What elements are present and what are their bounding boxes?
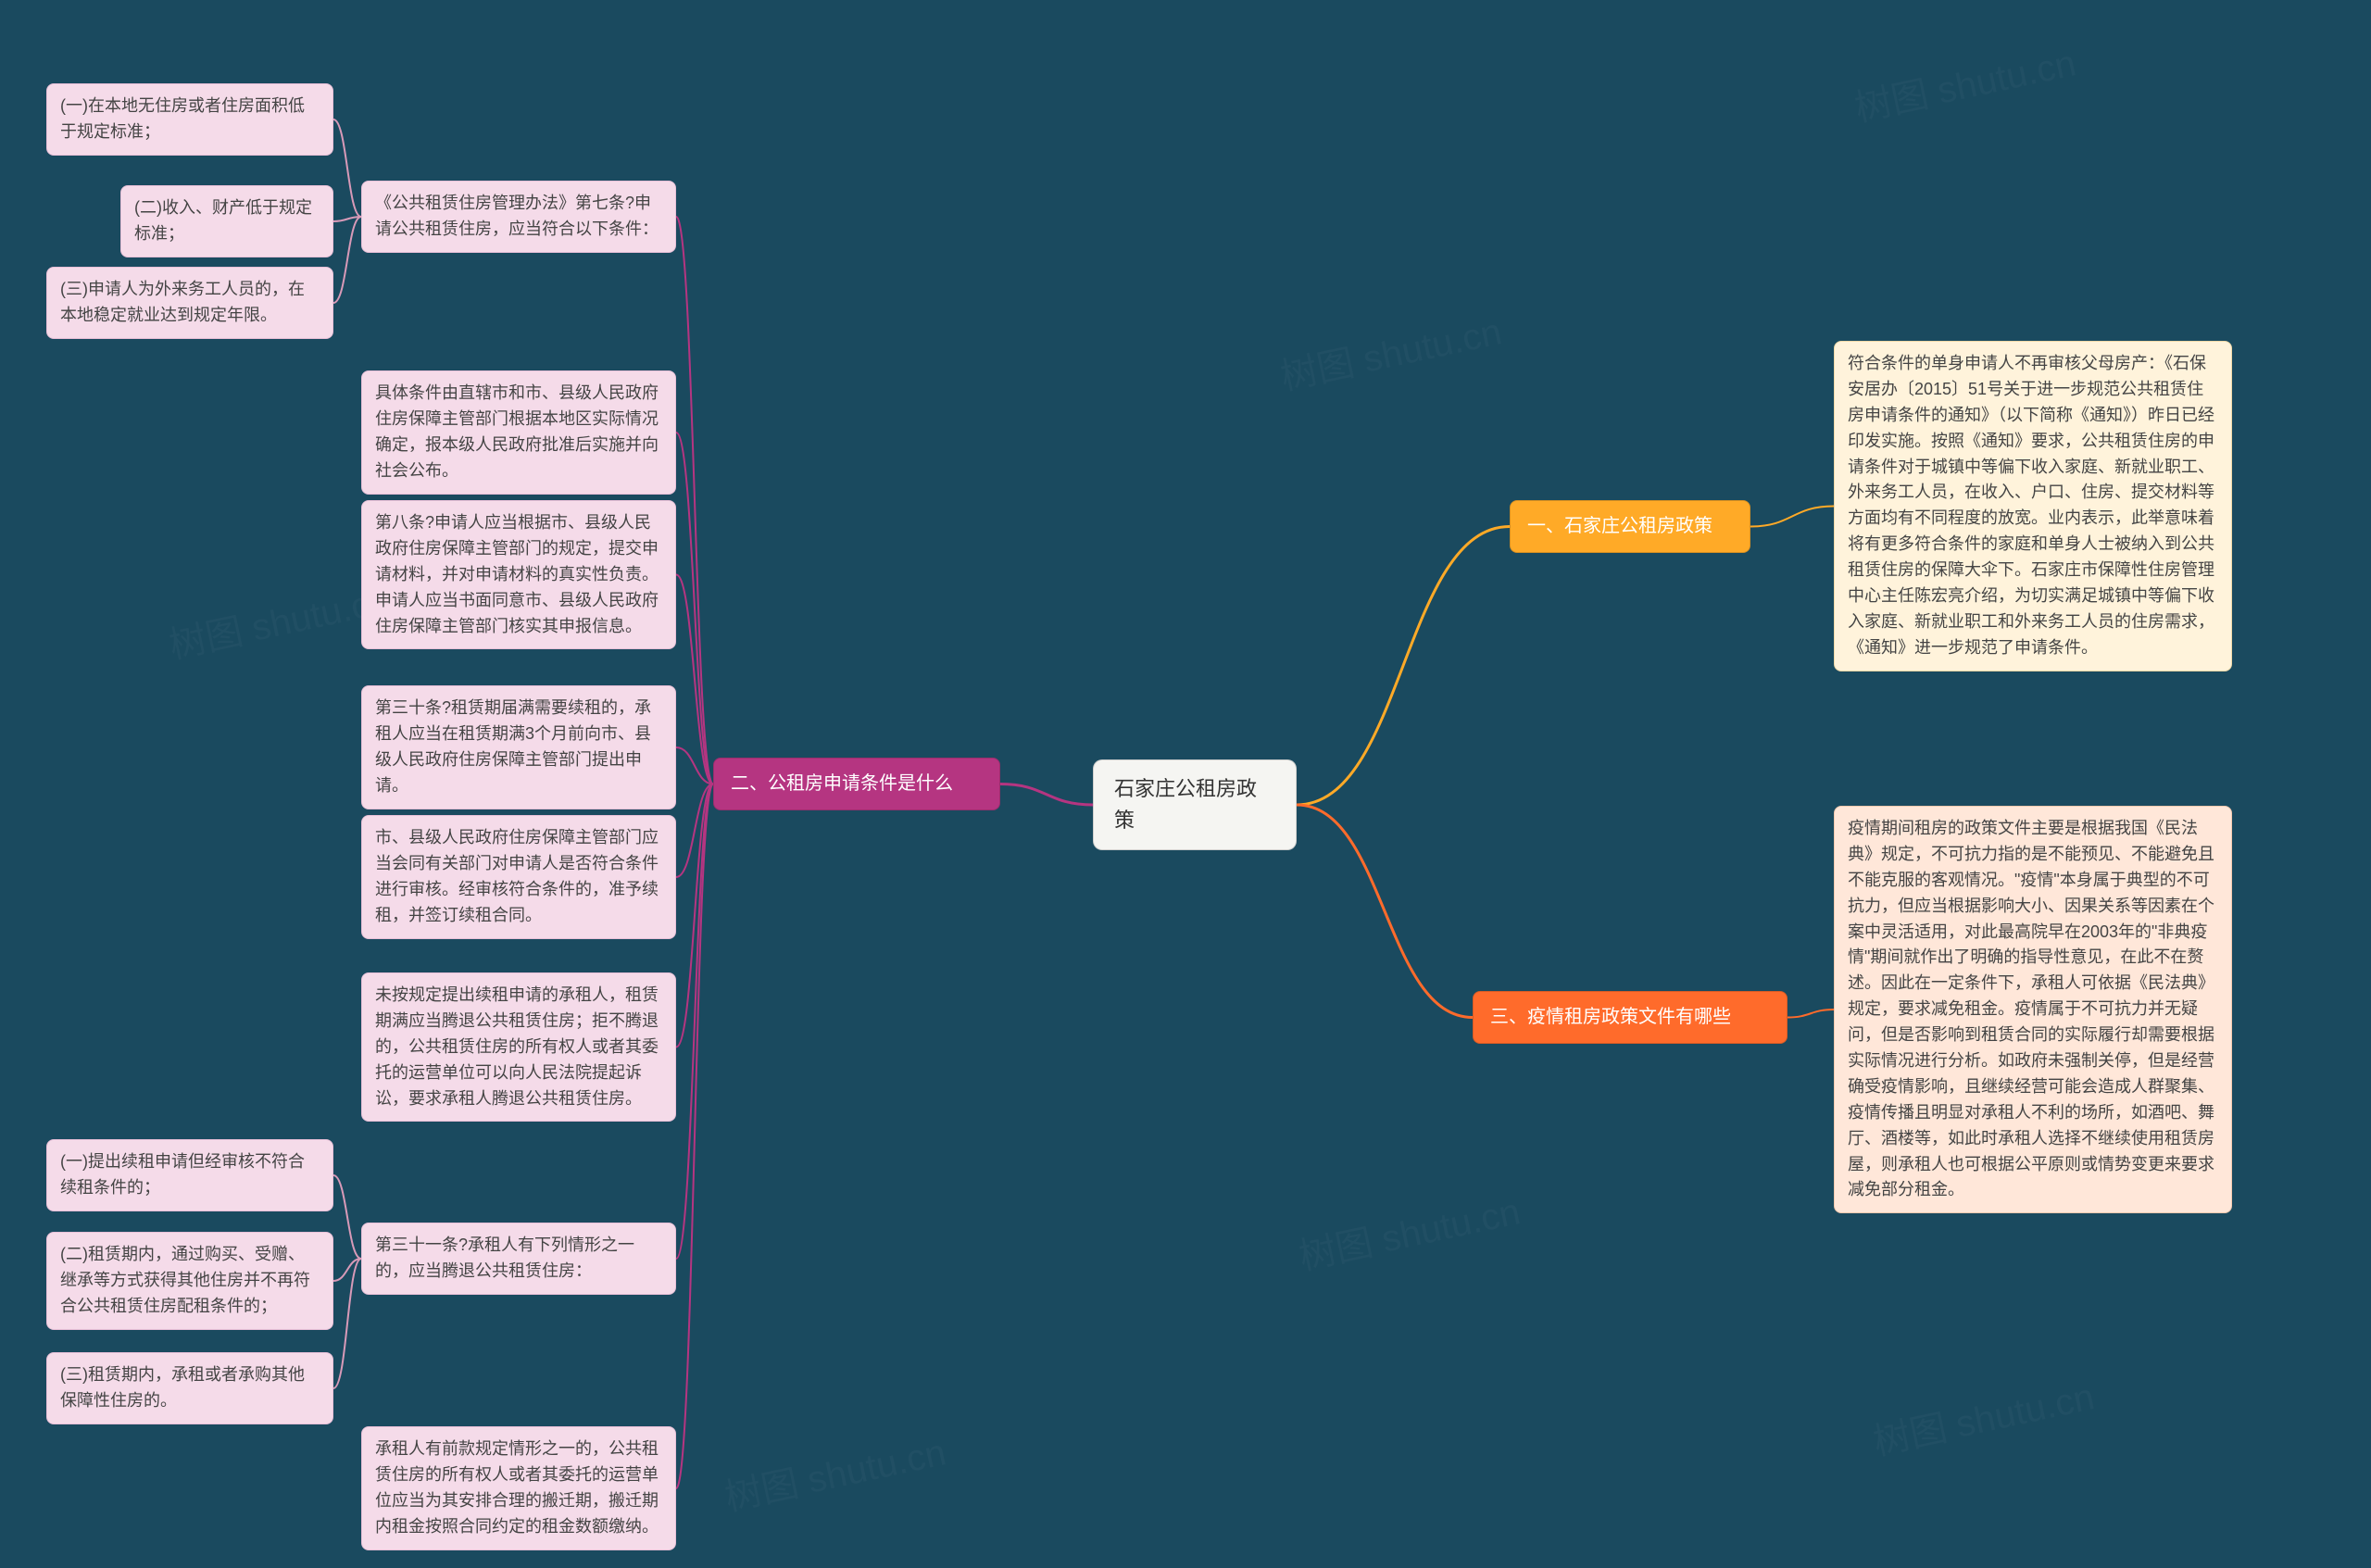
branch-node-1[interactable]: 一、石家庄公租房政策 <box>1510 500 1750 553</box>
leaf-node[interactable]: 第三十一条?承租人有下列情形之一的，应当腾退公共租赁住房： <box>361 1223 676 1295</box>
watermark: 树图 shutu.cn <box>720 1422 950 1521</box>
watermark: 树图 shutu.cn <box>1850 32 2080 132</box>
leaf-node[interactable]: (一)在本地无住房或者住房面积低于规定标准； <box>46 83 333 156</box>
leaf-node[interactable]: 疫情期间租房的政策文件主要是根据我国《民法典》规定，不可抗力指的是不能预见、不能… <box>1834 806 2232 1213</box>
mindmap-root[interactable]: 石家庄公租房政策 <box>1093 759 1297 850</box>
leaf-node[interactable]: 具体条件由直辖市和市、县级人民政府住房保障主管部门根据本地区实际情况确定，报本级… <box>361 370 676 495</box>
leaf-node[interactable]: 承租人有前款规定情形之一的，公共租赁住房的所有权人或者其委托的运营单位应当为其安… <box>361 1426 676 1550</box>
leaf-node[interactable]: (二)租赁期内，通过购买、受赠、继承等方式获得其他住房并不再符合公共租赁住房配租… <box>46 1232 333 1330</box>
leaf-node[interactable]: 第八条?申请人应当根据市、县级人民政府住房保障主管部门的规定，提交申请材料，并对… <box>361 500 676 649</box>
watermark: 树图 shutu.cn <box>164 570 395 669</box>
branch-node-2[interactable]: 二、公租房申请条件是什么 <box>713 758 1000 810</box>
leaf-node[interactable]: 市、县级人民政府住房保障主管部门应当会同有关部门对申请人是否符合条件进行审核。经… <box>361 815 676 939</box>
branch-node-3[interactable]: 三、疫情租房政策文件有哪些 <box>1473 991 1788 1044</box>
leaf-node[interactable]: 未按规定提出续租申请的承租人，租赁期满应当腾退公共租赁住房；拒不腾退的，公共租赁… <box>361 972 676 1122</box>
leaf-node[interactable]: (一)提出续租申请但经审核不符合续租条件的； <box>46 1139 333 1211</box>
leaf-node[interactable]: (二)收入、财产低于规定标准； <box>120 185 333 257</box>
watermark: 树图 shutu.cn <box>1294 1181 1524 1280</box>
leaf-node[interactable]: 《公共租赁住房管理办法》第七条?申请公共租赁住房，应当符合以下条件： <box>361 181 676 253</box>
watermark: 树图 shutu.cn <box>1275 301 1506 400</box>
leaf-node[interactable]: (三)租赁期内，承租或者承购其他保障性住房的。 <box>46 1352 333 1424</box>
leaf-node[interactable]: (三)申请人为外来务工人员的，在本地稳定就业达到规定年限。 <box>46 267 333 339</box>
watermark: 树图 shutu.cn <box>1868 1366 2099 1465</box>
leaf-node[interactable]: 符合条件的单身申请人不再审核父母房产：《石保安居办〔2015〕51号关于进一步规… <box>1834 341 2232 671</box>
leaf-node[interactable]: 第三十条?租赁期届满需要续租的，承租人应当在租赁期满3个月前向市、县级人民政府住… <box>361 685 676 809</box>
